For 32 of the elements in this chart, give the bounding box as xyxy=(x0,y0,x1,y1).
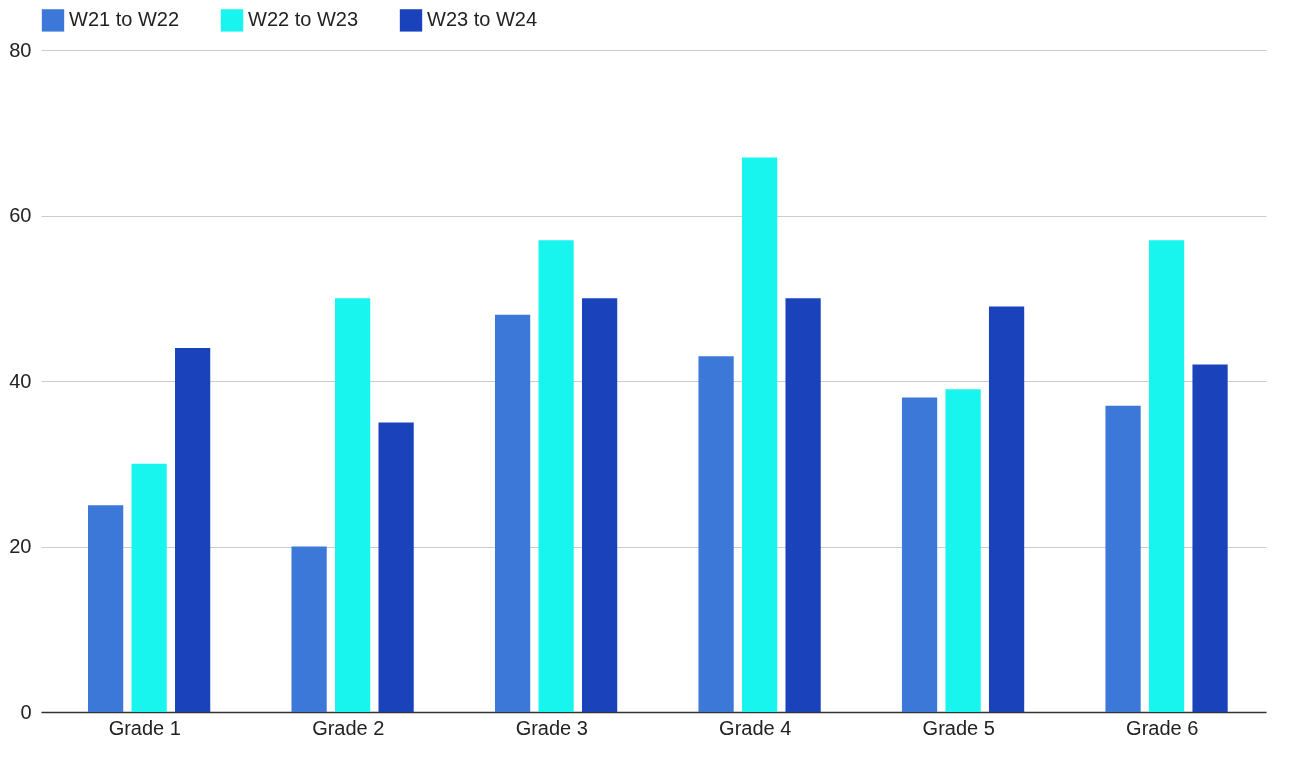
bar xyxy=(945,389,981,712)
legend-label: W22 to W23 xyxy=(248,8,359,31)
bar xyxy=(741,157,778,712)
bar xyxy=(785,298,821,712)
bar xyxy=(1105,405,1141,712)
x-tick-label: Grade 1 xyxy=(108,716,181,739)
y-tick-label: 60 xyxy=(9,204,32,226)
x-tick-label: Grade 5 xyxy=(922,716,995,739)
bar xyxy=(291,546,327,712)
bar xyxy=(1148,240,1185,712)
bar xyxy=(335,298,371,712)
legend-label: W21 to W22 xyxy=(69,8,180,31)
bar xyxy=(175,347,211,712)
bar xyxy=(494,314,531,712)
legend-label: W23 to W24 xyxy=(427,8,538,31)
bar xyxy=(901,397,938,712)
bar xyxy=(131,463,167,712)
bar xyxy=(698,356,734,712)
x-tick-label: Grade 6 xyxy=(1126,716,1199,739)
bar xyxy=(988,306,1025,712)
bar xyxy=(581,298,618,712)
x-tick-label: Grade 2 xyxy=(312,716,385,739)
y-tick-label: 20 xyxy=(9,535,32,557)
bar xyxy=(538,240,574,712)
bar xyxy=(1192,364,1228,712)
bar xyxy=(88,505,124,712)
y-tick-label: 0 xyxy=(20,700,32,723)
x-tick-label: Grade 3 xyxy=(515,716,588,739)
bar xyxy=(378,422,414,712)
y-tick-label: 80 xyxy=(9,38,32,61)
y-tick-label: 40 xyxy=(9,369,32,392)
x-tick-label: Grade 4 xyxy=(719,716,792,739)
